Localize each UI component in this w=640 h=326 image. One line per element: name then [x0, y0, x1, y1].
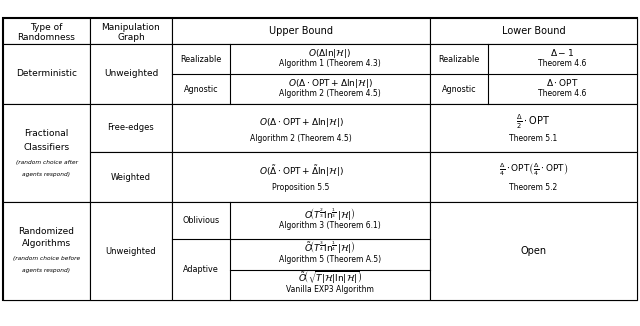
- Text: Algorithm 1 (Theorem 4.3): Algorithm 1 (Theorem 4.3): [279, 60, 381, 68]
- Text: Algorithms: Algorithms: [22, 239, 71, 248]
- Text: Theorem 4.6: Theorem 4.6: [538, 90, 587, 98]
- Text: Algorithm 3 (Theorem 6.1): Algorithm 3 (Theorem 6.1): [279, 221, 381, 230]
- Text: $O(\tilde{\Delta} \cdot \mathrm{OPT} + \tilde{\Delta} \ln |\mathcal{H}|)$: $O(\tilde{\Delta} \cdot \mathrm{OPT} + \…: [259, 163, 344, 179]
- Bar: [90, 152, 172, 202]
- Bar: [172, 104, 430, 152]
- Bar: [172, 152, 430, 202]
- Text: Free-edges: Free-edges: [108, 124, 154, 132]
- Text: Adaptive: Adaptive: [183, 265, 219, 274]
- Text: Proposition 5.5: Proposition 5.5: [272, 184, 330, 192]
- Bar: [90, 18, 172, 44]
- Text: Graph: Graph: [117, 33, 145, 42]
- Text: Agnostic: Agnostic: [442, 84, 476, 94]
- Text: Randomized: Randomized: [19, 227, 74, 236]
- Bar: [3, 104, 90, 202]
- Text: $O(\Delta \cdot \mathrm{OPT} + \Delta \ln |\mathcal{H}|)$: $O(\Delta \cdot \mathrm{OPT} + \Delta \l…: [287, 77, 372, 90]
- Bar: [172, 18, 430, 44]
- Bar: [172, 44, 430, 104]
- Bar: [3, 18, 637, 300]
- Bar: [430, 18, 637, 44]
- Text: Algorithm 5 (Theorem A.5): Algorithm 5 (Theorem A.5): [279, 255, 381, 264]
- Bar: [430, 104, 637, 152]
- Text: Weighted: Weighted: [111, 172, 151, 182]
- Bar: [430, 202, 637, 300]
- Bar: [430, 152, 637, 202]
- Text: $\frac{\Delta}{2} \cdot \mathrm{OPT}$: $\frac{\Delta}{2} \cdot \mathrm{OPT}$: [516, 113, 550, 131]
- Text: $\Delta - 1$: $\Delta - 1$: [550, 48, 575, 58]
- Text: (random choice before: (random choice before: [13, 256, 80, 261]
- Text: agents respond): agents respond): [22, 268, 70, 273]
- Text: Realizable: Realizable: [180, 54, 221, 64]
- Bar: [430, 44, 637, 104]
- Text: Manipulation: Manipulation: [102, 22, 161, 32]
- Text: $\tilde{O}\!\left(T^{\frac{3}{4}} \ln^{\frac{1}{4}} |\mathcal{H}|\right)$: $\tilde{O}\!\left(T^{\frac{3}{4}} \ln^{\…: [304, 239, 356, 256]
- Bar: [172, 202, 430, 300]
- Text: Deterministic: Deterministic: [16, 69, 77, 79]
- Text: Theorem 5.2: Theorem 5.2: [509, 184, 557, 192]
- Text: Realizable: Realizable: [438, 54, 479, 64]
- Text: Oblivious: Oblivious: [182, 216, 220, 225]
- Text: (random choice after: (random choice after: [15, 160, 77, 165]
- Text: $O(\Delta \ln |\mathcal{H}|)$: $O(\Delta \ln |\mathcal{H}|)$: [308, 47, 351, 60]
- Text: $O\!\left(T^{\frac{2}{3}} \ln^{\frac{1}{3}} |\mathcal{H}|\right)$: $O\!\left(T^{\frac{2}{3}} \ln^{\frac{1}{…: [304, 206, 356, 222]
- Text: $\tilde{O}\!\left(\sqrt{T|\mathcal{H}|\ln|\mathcal{H}|}\right)$: $\tilde{O}\!\left(\sqrt{T|\mathcal{H}|\l…: [298, 270, 362, 286]
- Text: $\Delta \cdot \mathrm{OPT}$: $\Delta \cdot \mathrm{OPT}$: [547, 78, 579, 88]
- Bar: [3, 202, 90, 300]
- Text: Unweighted: Unweighted: [104, 69, 158, 79]
- Text: $\frac{\Delta}{4} \cdot \mathrm{OPT}$$\left(\frac{\Delta}{4} \cdot \mathrm{OPT}\: $\frac{\Delta}{4} \cdot \mathrm{OPT}$$\l…: [499, 161, 568, 178]
- Text: Algorithm 2 (Theorem 4.5): Algorithm 2 (Theorem 4.5): [279, 90, 381, 98]
- Text: $O(\Delta \cdot \mathrm{OPT} + \Delta \ln |\mathcal{H}|)$: $O(\Delta \cdot \mathrm{OPT} + \Delta \l…: [259, 116, 344, 129]
- Text: Randomness: Randomness: [17, 33, 76, 42]
- Text: Algorithm 2 (Theorem 4.5): Algorithm 2 (Theorem 4.5): [250, 134, 352, 143]
- Text: Upper Bound: Upper Bound: [269, 26, 333, 36]
- Text: Type of: Type of: [30, 22, 63, 32]
- Text: Fractional: Fractional: [24, 129, 68, 138]
- Text: agents respond): agents respond): [22, 172, 70, 177]
- Bar: [3, 18, 90, 44]
- Bar: [90, 44, 172, 104]
- Text: Unweighted: Unweighted: [106, 246, 156, 256]
- Text: Open: Open: [520, 246, 547, 256]
- Text: Classifiers: Classifiers: [24, 142, 70, 152]
- Text: Theorem 5.1: Theorem 5.1: [509, 134, 557, 143]
- Text: Vanilla EXP3 Algorithm: Vanilla EXP3 Algorithm: [286, 285, 374, 294]
- Bar: [3, 44, 90, 104]
- Text: Agnostic: Agnostic: [184, 84, 218, 94]
- Bar: [90, 202, 172, 300]
- Text: Theorem 4.6: Theorem 4.6: [538, 60, 587, 68]
- Bar: [90, 104, 172, 152]
- Text: Lower Bound: Lower Bound: [502, 26, 565, 36]
